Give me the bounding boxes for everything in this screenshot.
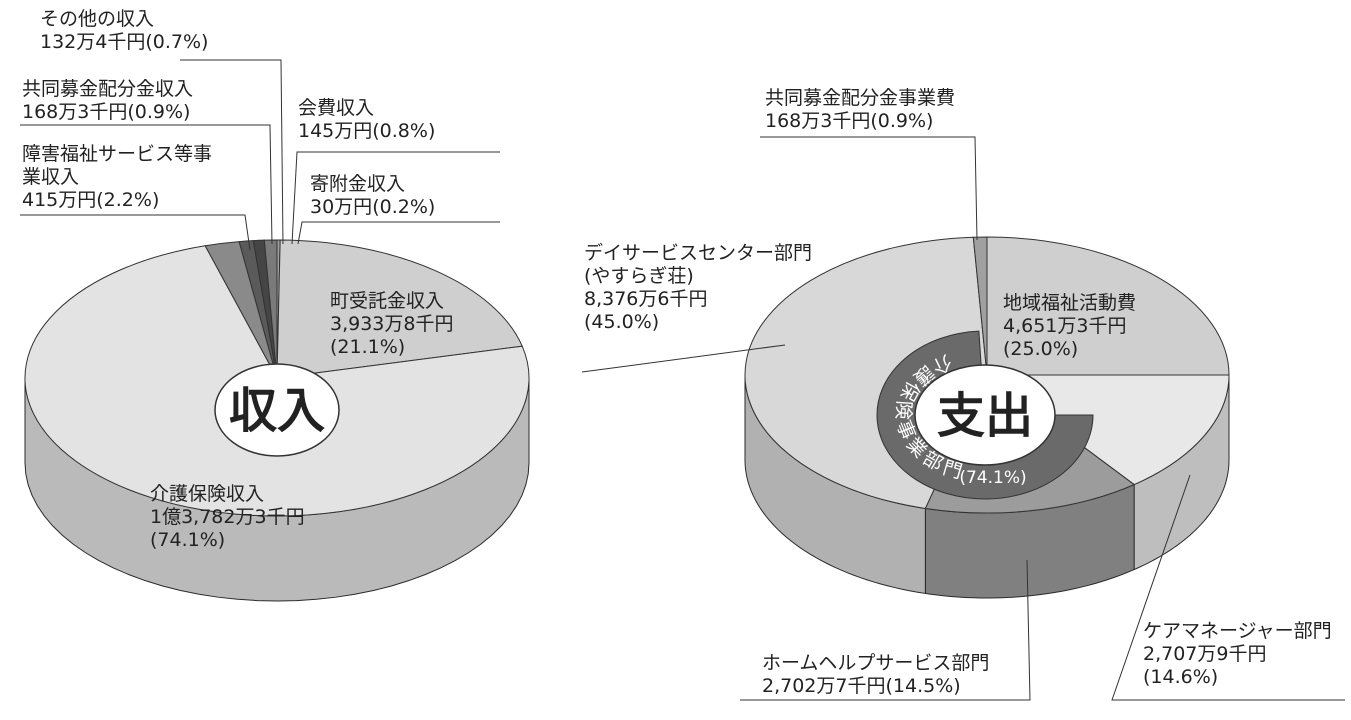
slice-name: 共同募金配分金収入 — [22, 78, 193, 101]
slice-amount: 132万4千円 — [40, 31, 145, 53]
slice-amount-line: 168万3千円(0.9%) — [765, 110, 955, 133]
slice-amount-line: 145万円(0.8%) — [298, 120, 435, 143]
slice-amount: 145万円 — [298, 120, 372, 142]
slice-amount: 2,707万9千円 — [1143, 643, 1266, 665]
slice-name: 介護保険収入 — [150, 483, 305, 506]
slice-percent: (45.0%) — [584, 311, 659, 333]
leader-line — [298, 222, 500, 244]
charts: 収入介護保険事業部門(74.1%)支出 — [0, 0, 1351, 720]
slice-amount-line: 2,707万9千円(14.6%) — [1143, 643, 1332, 689]
slice-percent: (0.8%) — [372, 120, 435, 142]
slice-amount: 4,651万3千円 — [1003, 315, 1126, 337]
slice-name: 共同募金配分金事業費 — [765, 87, 955, 110]
slice-amount-line: 415万円(2.2%) — [22, 189, 222, 212]
slice-amount-line: 168万3千円(0.9%) — [22, 101, 193, 124]
slice-name: 寄附金収入 — [310, 173, 435, 196]
slice-name: デイサービスセンター部門(やすらぎ荘) — [584, 242, 834, 288]
slice-name: 会費収入 — [298, 97, 435, 120]
leader-line — [760, 137, 977, 240]
slice-percent: (2.2%) — [96, 189, 159, 211]
slice-amount-line: 30万円(0.2%) — [310, 196, 435, 219]
slice-name: ホームヘルプサービス部門 — [762, 652, 989, 675]
center-label: 収入 — [229, 383, 325, 439]
slice-amount-line: 1億3,782万3千円(74.1%) — [150, 506, 305, 552]
slice-percent: (0.2%) — [372, 196, 435, 218]
slice-amount-line: 132万4千円(0.7%) — [40, 31, 208, 54]
slice-amount: 168万3千円 — [22, 101, 127, 123]
slice-percent: (14.5%) — [885, 675, 960, 697]
slice-percent: (0.7%) — [145, 31, 208, 53]
page: 収入介護保険事業部門(74.1%)支出 寄附金収入30万円(0.2%)町受託金収… — [0, 0, 1351, 720]
slice-amount-line: 3,933万8千円(21.1%) — [330, 313, 453, 359]
slice-amount: 415万円 — [22, 189, 96, 211]
slice-name: その他の収入 — [40, 8, 208, 31]
slice-amount: 2,702万7千円 — [762, 675, 885, 697]
slice-percent: (21.1%) — [330, 336, 405, 358]
slice-percent: (0.9%) — [870, 110, 933, 132]
slice-amount-line: 8,376万6千円(45.0%) — [584, 288, 834, 334]
slice-percent: (14.6%) — [1143, 666, 1218, 688]
slice-percent: (74.1%) — [150, 529, 225, 551]
slice-name: 町受託金収入 — [330, 290, 453, 313]
slice-name: 地域福祉活動費 — [1003, 292, 1136, 315]
slice-amount: 1億3,782万3千円 — [150, 506, 305, 528]
slice-amount: 3,933万8千円 — [330, 313, 453, 335]
slice-amount-line: 4,651万3千円(25.0%) — [1003, 315, 1136, 361]
slice-label: デイサービスセンター部門(やすらぎ荘)8,376万6千円(45.0%) — [584, 242, 834, 334]
group-value-label: (74.1%) — [959, 468, 1026, 488]
slice-percent: (0.9%) — [127, 101, 190, 123]
center-label: 支出 — [937, 388, 1033, 444]
slice-name: ケアマネージャー部門 — [1143, 620, 1332, 643]
slice-amount-line: 2,702万7千円(14.5%) — [762, 675, 989, 698]
slice-amount: 8,376万6千円 — [584, 288, 707, 310]
slice-amount: 168万3千円 — [765, 110, 870, 132]
slice-percent: (25.0%) — [1003, 338, 1078, 360]
slice-name: 障害福祉サービス等事業収入 — [22, 143, 222, 189]
slice-amount: 30万円 — [310, 196, 372, 218]
